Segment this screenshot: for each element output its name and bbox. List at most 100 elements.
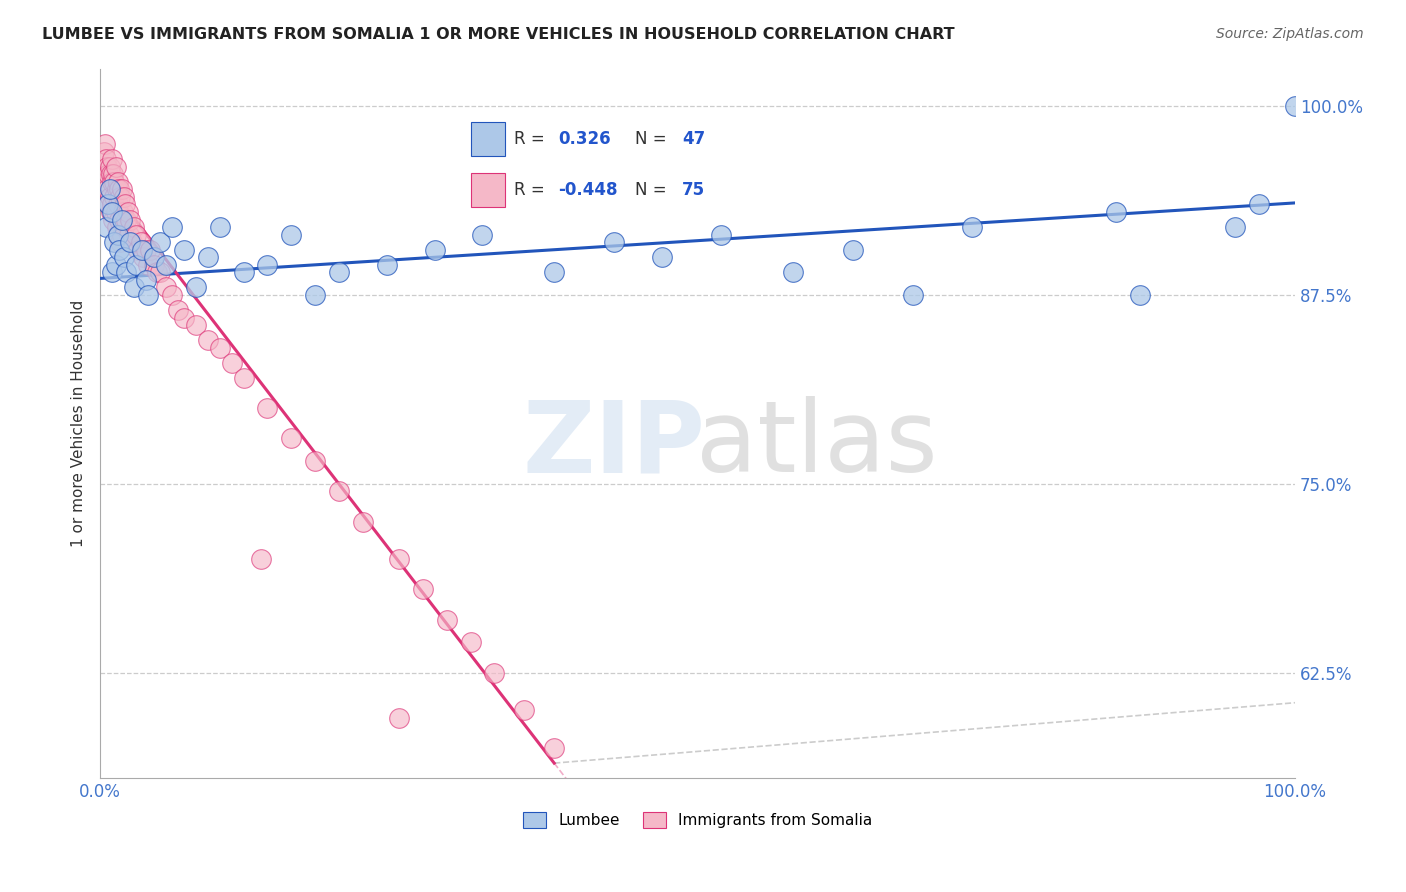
Point (208, 341, 231, 355)
Point (96, 182, 118, 196)
Point (94, 175, 117, 189)
Point (101, 205, 124, 219)
Point (103, 175, 125, 189)
Point (221, 356, 243, 370)
Point (135, 243, 157, 257)
Point (115, 265, 138, 279)
Point (103, 190, 125, 204)
Point (111, 205, 134, 219)
Point (136, 258, 159, 272)
Point (436, 613, 458, 627)
Point (103, 212, 125, 227)
Point (118, 227, 141, 242)
Point (250, 552, 273, 566)
Point (97, 197, 120, 211)
Point (97, 197, 120, 211)
Point (93, 145, 115, 159)
Point (184, 280, 207, 294)
Point (112, 250, 135, 264)
Point (543, 741, 565, 756)
Point (110, 190, 132, 204)
Point (122, 220, 145, 235)
Point (256, 401, 278, 416)
Point (155, 258, 177, 272)
Point (166, 303, 188, 318)
Text: Source: ZipAtlas.com: Source: ZipAtlas.com (1216, 27, 1364, 41)
Point (1129, 288, 1152, 302)
Point (117, 205, 139, 219)
Point (131, 243, 153, 257)
Legend: Lumbee, Immigrants from Somalia: Lumbee, Immigrants from Somalia (517, 806, 879, 834)
Point (107, 197, 129, 211)
Point (304, 454, 326, 468)
Point (388, 552, 411, 566)
Point (112, 220, 135, 235)
Point (197, 334, 219, 348)
Point (121, 235, 143, 249)
Point (108, 243, 131, 257)
Point (513, 703, 536, 717)
Point (105, 182, 128, 196)
Point (280, 432, 302, 446)
Point (375, 258, 398, 272)
Point (107, 227, 129, 242)
Point (280, 227, 302, 242)
Point (104, 205, 127, 219)
Point (94, 152, 117, 166)
Point (328, 484, 350, 499)
Point (1284, 99, 1306, 113)
Point (107, 175, 129, 189)
Point (142, 258, 165, 272)
Point (103, 235, 125, 249)
Point (256, 258, 278, 272)
Point (603, 235, 626, 249)
Point (101, 265, 124, 279)
Point (103, 167, 125, 181)
Text: atlas: atlas (696, 396, 938, 493)
Point (94, 136, 117, 151)
Point (197, 250, 219, 264)
Point (100, 167, 122, 181)
Point (118, 235, 141, 249)
Point (111, 182, 134, 196)
Point (423, 243, 446, 257)
Point (651, 250, 673, 264)
Point (208, 220, 231, 235)
Point (111, 227, 134, 242)
Point (101, 197, 124, 211)
Point (96, 160, 118, 174)
Point (412, 582, 434, 597)
Point (842, 243, 865, 257)
Point (94, 220, 117, 235)
Point (160, 288, 183, 302)
Point (136, 288, 159, 302)
Point (98, 182, 121, 196)
Point (543, 265, 565, 279)
Point (146, 265, 169, 279)
Text: ZIP: ZIP (523, 396, 706, 493)
Y-axis label: 1 or more Vehicles in Household: 1 or more Vehicles in Household (72, 300, 86, 547)
Point (139, 243, 162, 257)
Point (104, 258, 127, 272)
Text: LUMBEE VS IMMIGRANTS FROM SOMALIA 1 OR MORE VEHICLES IN HOUSEHOLD CORRELATION CH: LUMBEE VS IMMIGRANTS FROM SOMALIA 1 OR M… (42, 27, 955, 42)
Point (710, 227, 733, 242)
Point (107, 227, 129, 242)
Point (142, 250, 165, 264)
Point (184, 318, 207, 333)
Point (388, 711, 411, 725)
Point (782, 265, 804, 279)
Point (114, 197, 136, 211)
Point (304, 288, 326, 302)
Point (155, 280, 177, 294)
Point (98, 160, 121, 174)
Point (101, 175, 124, 189)
Point (97, 167, 120, 181)
Point (232, 265, 254, 279)
Point (173, 243, 195, 257)
Point (125, 258, 148, 272)
Point (1105, 205, 1128, 219)
Point (127, 243, 149, 257)
Point (484, 665, 506, 680)
Point (149, 235, 172, 249)
Point (471, 227, 494, 242)
